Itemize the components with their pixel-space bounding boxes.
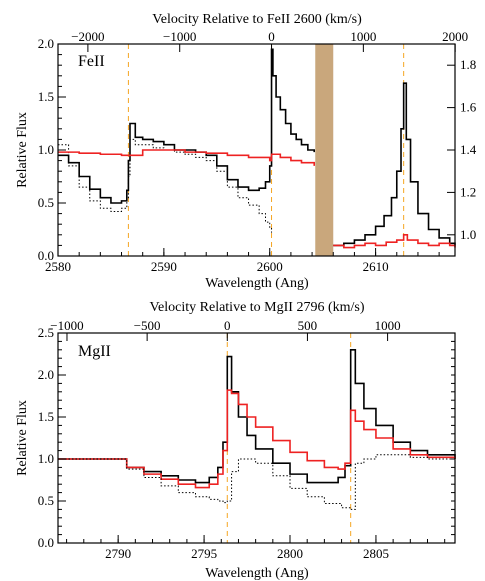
feii-series-4 bbox=[333, 234, 456, 249]
feii-top-tick-label: 1000 bbox=[350, 29, 376, 44]
feii-series-0 bbox=[58, 48, 315, 204]
mgii-x-tick-label: 2800 bbox=[277, 546, 303, 561]
mgii-top-tick-label: −500 bbox=[134, 318, 161, 333]
feii-y-tick-label: 1.5 bbox=[38, 89, 54, 104]
feii-x-tick-label: 2600 bbox=[257, 259, 283, 274]
mgii-y-tick-label: 1.0 bbox=[38, 451, 54, 466]
feii-right-y-tick-label: 1.6 bbox=[460, 100, 477, 115]
mgii-top-tick-label: 500 bbox=[298, 318, 318, 333]
feii-top-tick-label: 2000 bbox=[442, 29, 468, 44]
mgii-series-0 bbox=[58, 349, 456, 484]
mgii-top-tick-label: 0 bbox=[224, 318, 231, 333]
feii-y-tick-label: 1.0 bbox=[38, 142, 54, 157]
feii-right-y-tick-label: 1.0 bbox=[460, 227, 476, 242]
feii-y-axis-title: Relative Flux bbox=[15, 112, 30, 188]
feii-series-3 bbox=[58, 149, 315, 166]
mgii-y-tick-label: 2.5 bbox=[38, 325, 54, 340]
mgii-y-tick-label: 2.0 bbox=[38, 367, 54, 382]
mgii-x-tick-label: 2805 bbox=[363, 546, 389, 561]
feii-x-tick-label: 2590 bbox=[151, 259, 177, 274]
mgii-top-tick-label: 1000 bbox=[375, 318, 401, 333]
mgii-series-1 bbox=[58, 389, 456, 489]
feii-y-tick-label: 2.0 bbox=[38, 36, 54, 51]
feii-panel: 2580 2590 2600 2610 0.0 0.5 1.0 1.5 2.0 1.0 1.2 1.4… bbox=[15, 12, 477, 291]
feii-top-tick-label: −2000 bbox=[71, 29, 104, 44]
feii-top-tick-label: −1000 bbox=[163, 29, 196, 44]
mgii-x-tick-label: 2790 bbox=[105, 546, 131, 561]
mgii-y-tick-label: 1.5 bbox=[38, 409, 54, 424]
mgii-y-axis-title: Relative Flux bbox=[15, 400, 30, 476]
feii-right-y-tick-label: 1.4 bbox=[460, 142, 477, 157]
feii-x-tick-label: 2610 bbox=[363, 259, 389, 274]
feii-x-axis-title: Wavelength (Ang) bbox=[205, 276, 309, 291]
feii-panel-label: FeII bbox=[78, 53, 105, 70]
feii-x-tick-label: 2580 bbox=[45, 259, 71, 274]
mgii-plot-frame bbox=[57, 332, 456, 544]
mgii-y-tick-label: 0.5 bbox=[38, 493, 54, 508]
mgii-top-axis-title: Velocity Relative to MgII 2796 (km/s) bbox=[149, 300, 364, 315]
mgii-panel-label: MgII bbox=[78, 343, 111, 360]
feii-y-tick-label: 0.0 bbox=[38, 248, 54, 263]
mgii-series-2 bbox=[58, 454, 455, 510]
mgii-x-axis-title: Wavelength (Ang) bbox=[205, 566, 309, 581]
mgii-x-tick-label: 2795 bbox=[191, 546, 217, 561]
feii-top-tick-label: 0 bbox=[268, 29, 275, 44]
mgii-top-tick-label: −1000 bbox=[50, 318, 83, 333]
feii-series-1 bbox=[333, 82, 456, 247]
feii-plot-frame bbox=[57, 43, 456, 257]
mgii-y-tick-label: 0.0 bbox=[38, 535, 54, 550]
feii-masked-band bbox=[315, 44, 334, 256]
feii-y-tick-label: 0.5 bbox=[38, 195, 54, 210]
mgii-panel: 2790 2795 2800 2805 0.0 0.5 1.0 1.5 2.0 2.5−1000 −… bbox=[15, 300, 456, 581]
feii-right-y-tick-label: 1.8 bbox=[460, 57, 476, 72]
feii-right-y-tick-label: 1.2 bbox=[460, 184, 476, 199]
feii-top-axis-title: Velocity Relative to FeII 2600 (km/s) bbox=[152, 12, 362, 27]
